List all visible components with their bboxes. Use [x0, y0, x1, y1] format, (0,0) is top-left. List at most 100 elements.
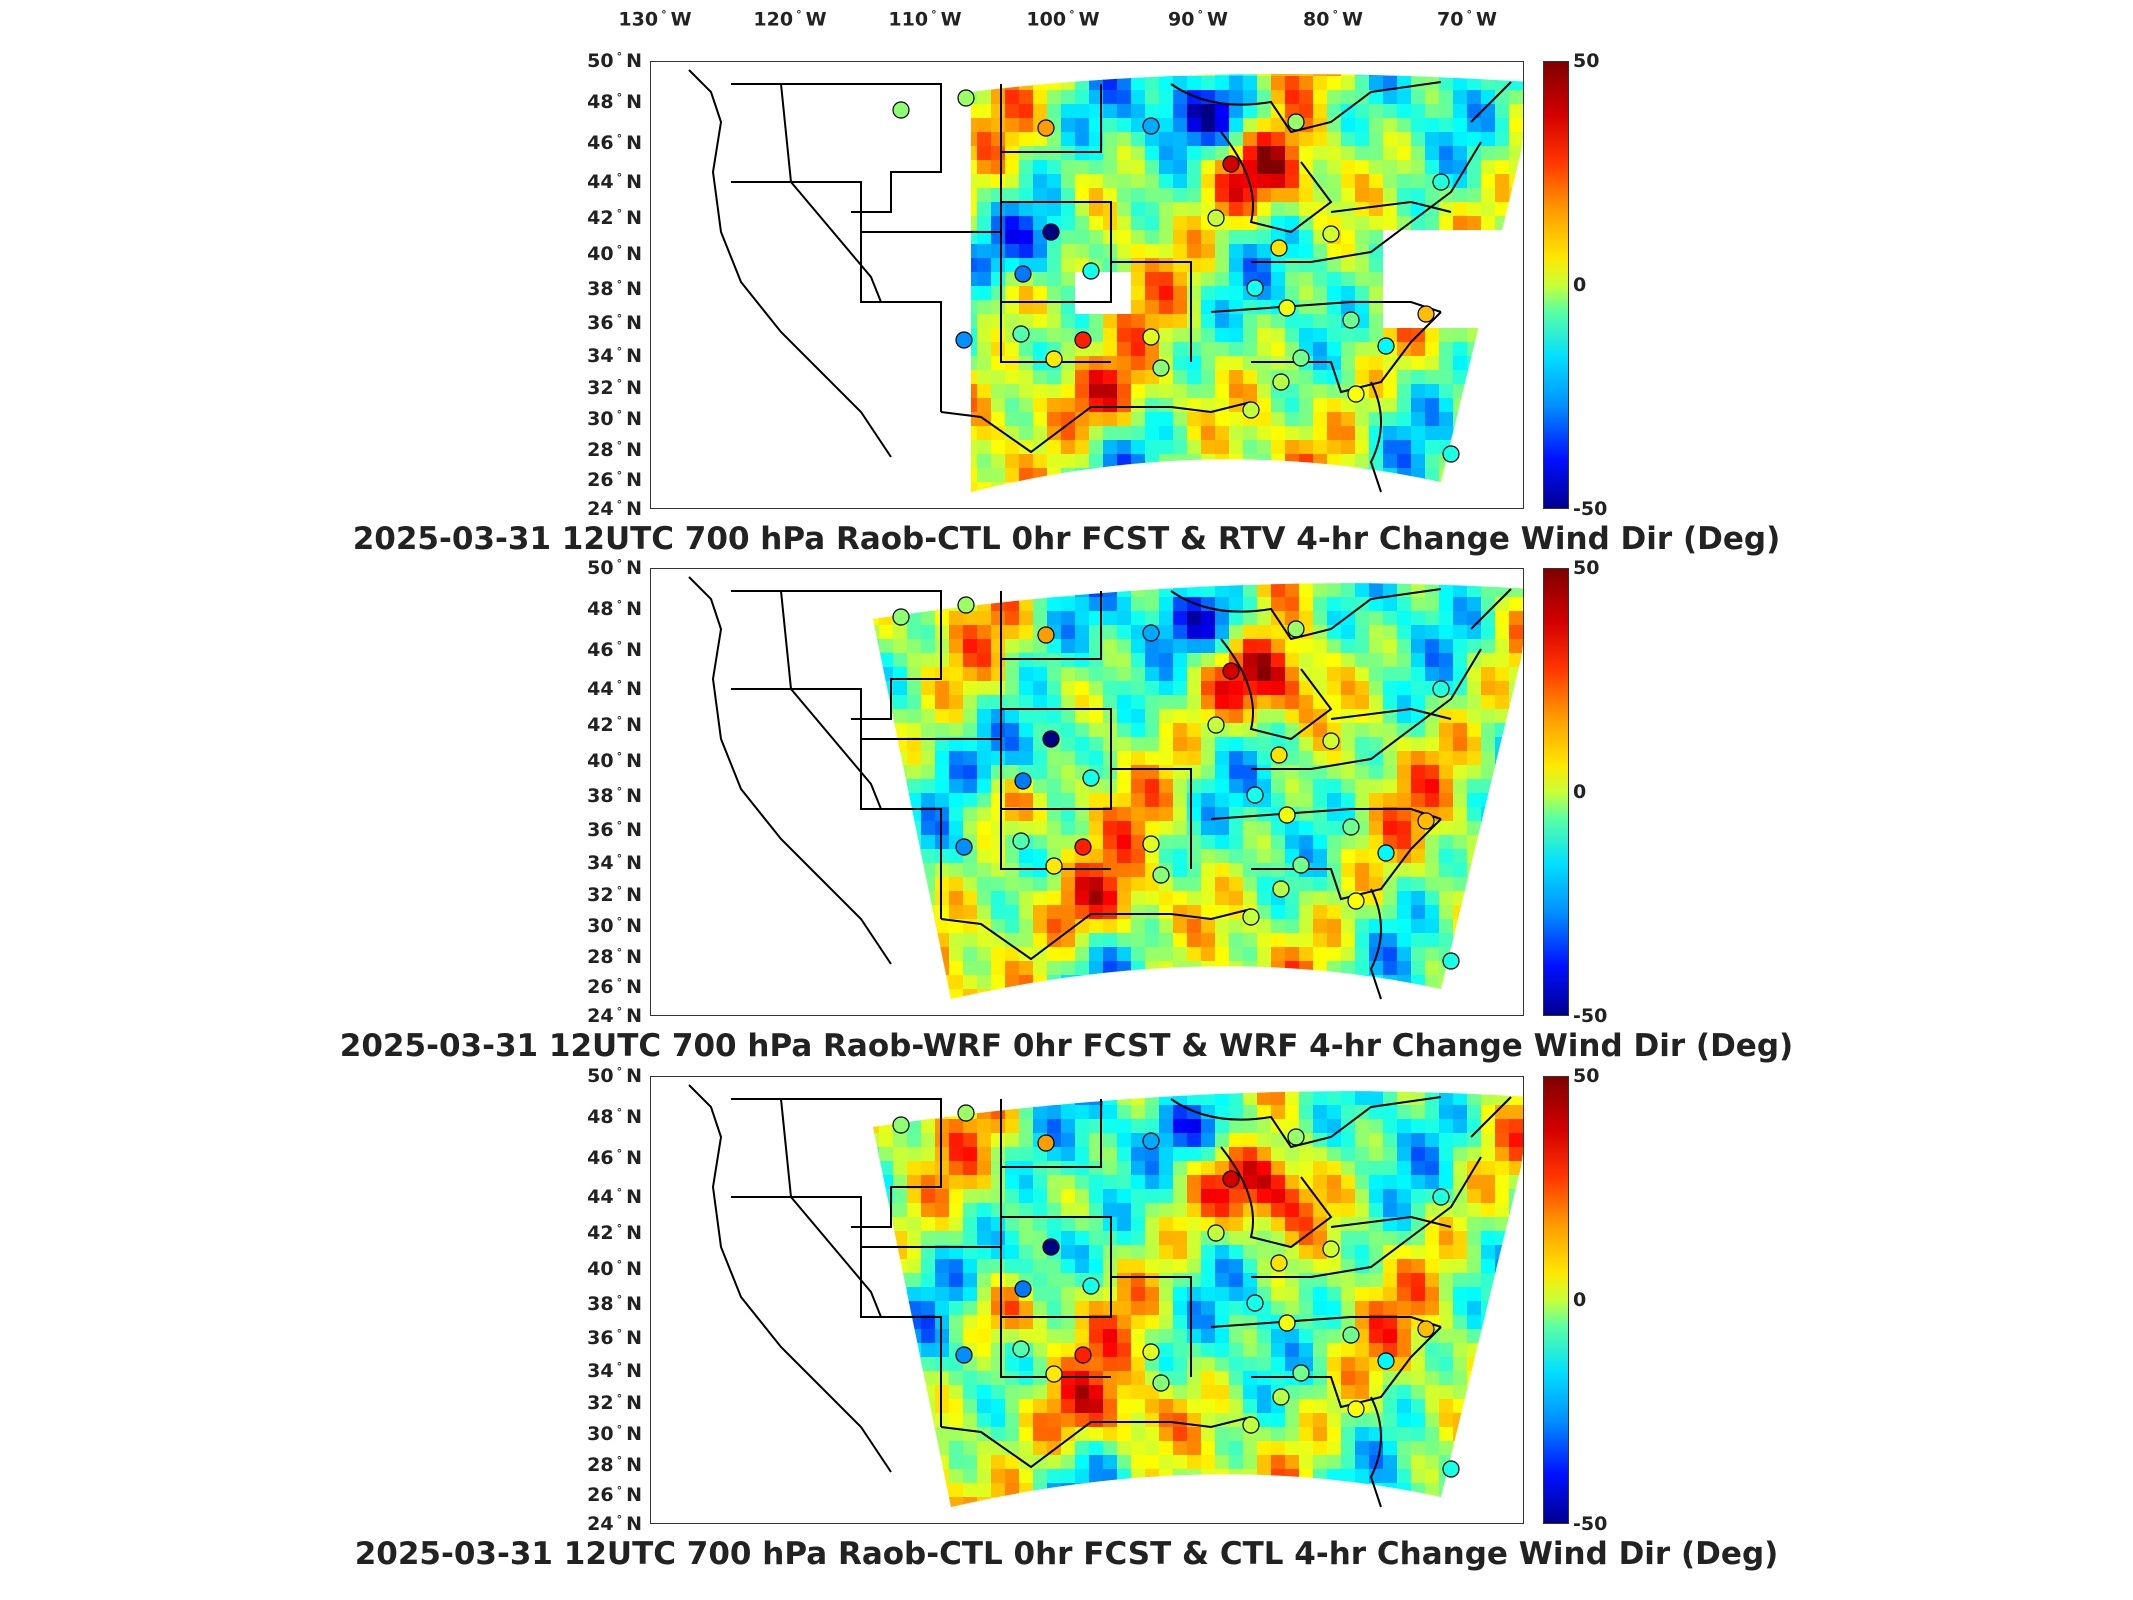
raob-station-marker [1014, 265, 1032, 283]
raob-station-marker [1142, 117, 1160, 135]
raob-station-marker [1142, 328, 1160, 346]
raob-station-marker [1278, 806, 1296, 824]
raob-station-marker [1292, 1364, 1310, 1382]
raob-station-marker [1242, 908, 1260, 926]
raob-station-marker [1242, 401, 1260, 419]
raob-station-marker [1222, 155, 1240, 173]
latitude-label: 34 ° N [587, 1359, 642, 1382]
raob-station-marker [1074, 838, 1092, 856]
raob-station-marker [1347, 1400, 1365, 1418]
latitude-label: 44 ° N [587, 170, 642, 194]
state-boundaries [688, 576, 1512, 1000]
latitude-label: 24 ° N [587, 1004, 642, 1028]
raob-station-marker [1207, 716, 1225, 734]
raob-station-marker [1037, 626, 1055, 644]
raob-station-marker [1272, 373, 1290, 391]
raob-station-marker [1270, 1254, 1288, 1272]
raob-station-marker [1012, 1340, 1030, 1358]
colorbar-tick-label: 50 [1573, 50, 1600, 72]
raob-station-marker [1417, 305, 1435, 323]
latitude-label: 42 ° N [587, 206, 642, 229]
raob-station-marker [1207, 1224, 1225, 1242]
panel-title: 2025-03-31 12UTC 700 hPa Raob-WRF 0hr FC… [339, 1028, 1794, 1064]
colorbar-tick-label: 0 [1573, 781, 1587, 803]
latitude-label: 32 ° N [587, 376, 642, 400]
longitude-label: 110 ° W [888, 8, 962, 31]
raob-station-marker [1014, 772, 1032, 790]
raob-station-marker [957, 1104, 975, 1122]
raob-station-marker [892, 101, 910, 119]
raob-stations [892, 89, 1460, 463]
raob-station-marker [1082, 769, 1100, 787]
latitude-label: 50 ° N [587, 49, 642, 73]
latitude-label: 48 ° N [587, 597, 642, 620]
raob-station-marker [892, 1116, 910, 1134]
raob-station-marker [1272, 880, 1290, 898]
latitude-label: 50 ° N [587, 556, 642, 580]
raob-station-marker [1037, 119, 1055, 137]
raob-station-marker [1342, 311, 1360, 329]
latitude-label: 36 ° N [587, 1326, 642, 1350]
latitude-label: 44 ° N [587, 1185, 642, 1209]
latitude-label: 44 ° N [587, 677, 642, 701]
raob-station-marker [1142, 835, 1160, 853]
raob-station-marker [1082, 262, 1100, 280]
map-plot [688, 1084, 1523, 1508]
colorbar-tick-label: -50 [1573, 1005, 1608, 1027]
latitude-label: 40 ° N [587, 749, 642, 772]
raob-station-marker [1322, 1240, 1340, 1258]
panel-title: 2025-03-31 12UTC 700 hPa Raob-CTL 0hr FC… [354, 1536, 1779, 1572]
map-panel [650, 1076, 1524, 1524]
raob-station-marker [1012, 832, 1030, 850]
latitude-label: 24 ° N [587, 1512, 642, 1536]
longitude-label: 80 ° W [1303, 8, 1363, 31]
raob-station-marker [1045, 350, 1063, 368]
raob-station-marker [1152, 359, 1170, 377]
latitude-label: 26 ° N [587, 975, 642, 999]
map-panel [650, 61, 1524, 509]
latitude-label: 28 ° N [587, 1453, 642, 1477]
latitude-label: 42 ° N [587, 1221, 642, 1244]
raob-station-marker [1012, 325, 1030, 343]
raob-stations [892, 596, 1460, 970]
raob-station-marker [1287, 1128, 1305, 1146]
raob-station-marker [1342, 1326, 1360, 1344]
latitude-label: 38 ° N [587, 1293, 642, 1316]
latitude-label: 46 ° N [587, 1146, 642, 1170]
latitude-label: 26 ° N [587, 1483, 642, 1507]
raob-station-marker [1442, 952, 1460, 970]
raob-station-marker [1242, 1416, 1260, 1434]
longitude-label: 90 ° W [1168, 8, 1228, 31]
map-panel [650, 568, 1524, 1016]
raob-station-marker [1292, 856, 1310, 874]
latitude-label: 32 ° N [587, 883, 642, 907]
latitude-label: 40 ° N [587, 242, 642, 265]
raob-station-marker [1347, 892, 1365, 910]
raob-station-marker [1222, 662, 1240, 680]
raob-station-marker [1270, 239, 1288, 257]
colorbar-tick-label: 50 [1573, 1065, 1600, 1087]
raob-station-marker [1152, 1374, 1170, 1392]
raob-station-marker [1152, 866, 1170, 884]
raob-station-marker [1042, 730, 1060, 748]
latitude-label: 38 ° N [587, 278, 642, 301]
raob-station-marker [1246, 786, 1264, 804]
latitude-label: 40 ° N [587, 1257, 642, 1280]
raob-station-marker [1347, 385, 1365, 403]
raob-station-marker [1278, 1314, 1296, 1332]
raob-station-marker [1442, 1460, 1460, 1478]
raob-station-marker [1342, 818, 1360, 836]
latitude-label: 42 ° N [587, 713, 642, 736]
latitude-label: 30 ° N [587, 408, 642, 431]
raob-station-marker [1377, 1352, 1395, 1370]
raob-station-marker [1322, 225, 1340, 243]
raob-station-marker [892, 608, 910, 626]
raob-station-marker [955, 838, 973, 856]
latitude-label: 46 ° N [587, 131, 642, 155]
raob-station-marker [1045, 857, 1063, 875]
latitude-label: 24 ° N [587, 497, 642, 521]
raob-station-marker [957, 596, 975, 614]
raob-station-marker [1287, 113, 1305, 131]
raob-station-marker [1014, 1280, 1032, 1298]
